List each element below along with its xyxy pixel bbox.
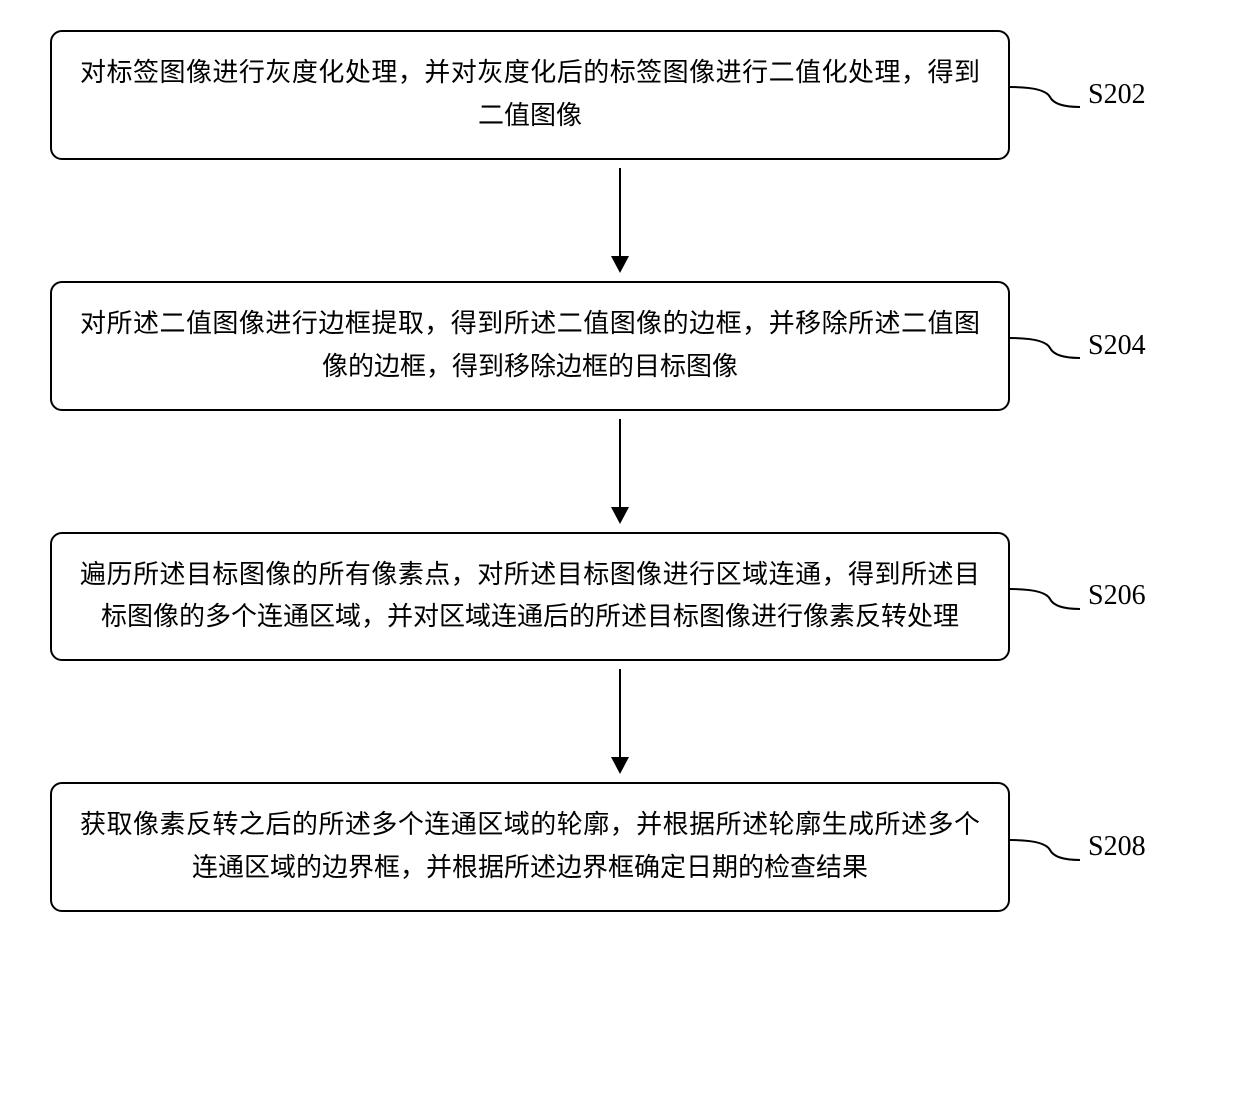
step-row-4: 获取像素反转之后的所述多个连通区域的轮廓，并根据所述轮廓生成所述多个连通区域的边…	[50, 782, 1190, 912]
arrow-down-icon	[600, 168, 640, 273]
curve-connector-icon	[1010, 67, 1080, 122]
step-label-s204: S204	[1088, 330, 1146, 362]
curve-connector-icon	[1010, 820, 1080, 875]
arrow-container-2	[140, 419, 1100, 524]
step-text-s204: 对所述二值图像进行边框提取，得到所述二值图像的边框，并移除所述二值图像的边框，得…	[80, 309, 980, 381]
step-label-group-s206: S206	[1010, 569, 1146, 624]
step-box-s202: 对标签图像进行灰度化处理，并对灰度化后的标签图像进行二值化处理，得到二值图像	[50, 30, 1010, 160]
step-row-2: 对所述二值图像进行边框提取，得到所述二值图像的边框，并移除所述二值图像的边框，得…	[50, 281, 1190, 411]
step-row-1: 对标签图像进行灰度化处理，并对灰度化后的标签图像进行二值化处理，得到二值图像 S…	[50, 30, 1190, 160]
step-label-group-s208: S208	[1010, 820, 1146, 875]
step-text-s208: 获取像素反转之后的所述多个连通区域的轮廓，并根据所述轮廓生成所述多个连通区域的边…	[80, 810, 980, 882]
arrow-container-3	[140, 669, 1100, 774]
step-text-s206: 遍历所述目标图像的所有像素点，对所述目标图像进行区域连通，得到所述目标图像的多个…	[80, 560, 980, 632]
step-box-s206: 遍历所述目标图像的所有像素点，对所述目标图像进行区域连通，得到所述目标图像的多个…	[50, 532, 1010, 662]
step-box-s204: 对所述二值图像进行边框提取，得到所述二值图像的边框，并移除所述二值图像的边框，得…	[50, 281, 1010, 411]
arrow-down-icon	[600, 419, 640, 524]
step-row-3: 遍历所述目标图像的所有像素点，对所述目标图像进行区域连通，得到所述目标图像的多个…	[50, 532, 1190, 662]
arrow-down-icon	[600, 669, 640, 774]
curve-connector-icon	[1010, 318, 1080, 373]
step-label-group-s204: S204	[1010, 318, 1146, 373]
step-label-s208: S208	[1088, 831, 1146, 863]
curve-connector-icon	[1010, 569, 1080, 624]
step-label-group-s202: S202	[1010, 67, 1146, 122]
step-box-s208: 获取像素反转之后的所述多个连通区域的轮廓，并根据所述轮廓生成所述多个连通区域的边…	[50, 782, 1010, 912]
flowchart-container: 对标签图像进行灰度化处理，并对灰度化后的标签图像进行二值化处理，得到二值图像 S…	[50, 30, 1190, 912]
arrow-container-1	[140, 168, 1100, 273]
step-label-s206: S206	[1088, 580, 1146, 612]
step-text-s202: 对标签图像进行灰度化处理，并对灰度化后的标签图像进行二值化处理，得到二值图像	[80, 58, 980, 130]
step-label-s202: S202	[1088, 79, 1146, 111]
